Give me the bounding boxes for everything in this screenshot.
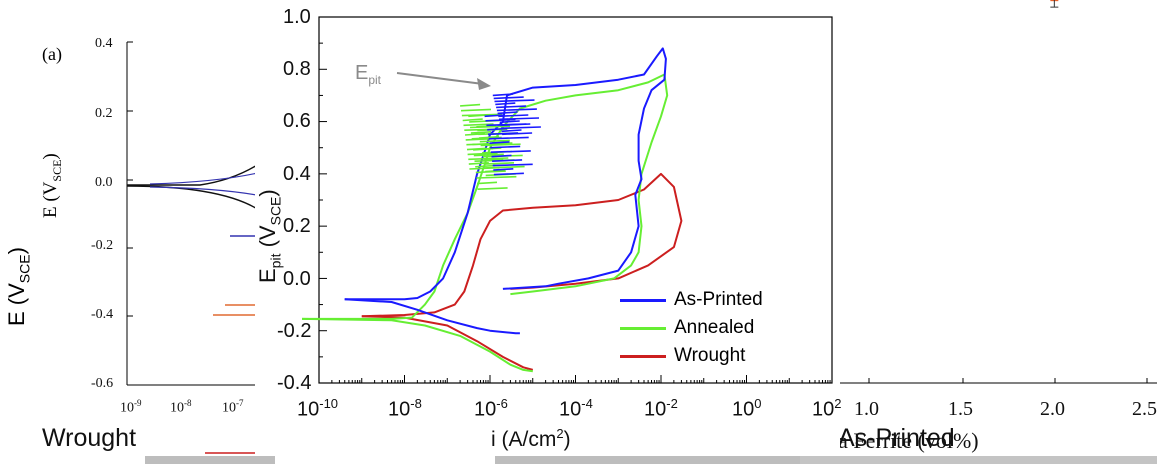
series-line-annealed-cathodic bbox=[301, 317, 533, 373]
series-line-annealed bbox=[302, 73, 669, 320]
legend-swatch bbox=[620, 326, 666, 330]
micrograph-strip bbox=[495, 456, 800, 464]
micrograph-strip bbox=[800, 456, 1157, 464]
xtick-label: 10-8 bbox=[388, 396, 422, 421]
error-bar bbox=[1050, 0, 1059, 8]
legend-label: As-Printed bbox=[674, 289, 763, 310]
epit-annotation: Epit bbox=[355, 62, 382, 87]
metastable-spikes bbox=[492, 93, 541, 136]
ytick-label: 1.0 bbox=[283, 6, 311, 28]
left-ytick: -0.2 bbox=[91, 238, 114, 253]
legend-item: As-Printed bbox=[620, 286, 763, 314]
legend-label: Wrought bbox=[674, 345, 746, 366]
left-curve-blue bbox=[149, 186, 263, 197]
left-ytick: 0.0 bbox=[95, 175, 113, 190]
right-xtick: 1.0 bbox=[854, 398, 879, 420]
legend: As-Printed Annealed Wrought bbox=[620, 286, 763, 370]
main-chart-panel: Epit 1.0 0.8 0.6 0.4 0.2 0.0 -0.2 -0.4 1… bbox=[255, 0, 842, 456]
legend-item: Annealed bbox=[620, 314, 763, 342]
xtick-label: 10-6 bbox=[474, 396, 508, 421]
left-ytick: -0.4 bbox=[91, 307, 114, 322]
left-curve-blue bbox=[149, 171, 263, 185]
right-partial-plot: LPHP bbox=[800, 0, 1157, 384]
ytick-label: 0.4 bbox=[283, 163, 311, 185]
left-ytick: 0.2 bbox=[95, 106, 113, 121]
background-left-panel: (a) E (VSCE) E (VSCE) 0.4 0.2 0.0 -0.2 -… bbox=[0, 0, 275, 464]
left-partial-plot bbox=[126, 41, 275, 454]
left-ytick: 0.4 bbox=[95, 36, 113, 51]
epit-arrow-line bbox=[396, 72, 484, 85]
legend-item: Wrought bbox=[620, 342, 763, 370]
bottom-label-wrought: Wrought bbox=[42, 424, 137, 452]
background-right-panel: LPHP 1.0 1.5 2.0 2.5 ta Ferrite (vol%) A… bbox=[800, 0, 1157, 464]
left-xtick: 10-8 bbox=[170, 398, 192, 416]
y-axis-label: Epit (VSCE) bbox=[255, 189, 284, 283]
bottom-label-as-printed: As-Printed bbox=[838, 424, 955, 452]
right-xtick: 1.5 bbox=[948, 398, 973, 420]
left-curve-dark bbox=[126, 185, 263, 213]
ytick-label: 0.2 bbox=[283, 215, 311, 237]
polarization-chart bbox=[301, 16, 833, 384]
right-xtick: 2.5 bbox=[1132, 398, 1157, 420]
panel-label: (a) bbox=[42, 44, 62, 64]
x-axis-label: i (A/cm2) bbox=[491, 426, 571, 451]
series-layer bbox=[301, 47, 683, 373]
right-xlabel: ta Ferrite (vol%) bbox=[832, 428, 979, 453]
axis-ticks bbox=[318, 16, 833, 384]
xtick-label: 100 bbox=[732, 396, 762, 421]
xtick-label: 102 bbox=[812, 396, 842, 421]
legend-label: Annealed bbox=[674, 317, 755, 338]
series-line-as-printed bbox=[344, 47, 667, 301]
ytick-label: -0.2 bbox=[277, 320, 312, 342]
right-points: LPHP bbox=[1050, 0, 1059, 8]
series-line-wrought bbox=[361, 172, 683, 318]
legend-swatch bbox=[620, 298, 666, 302]
xtick-label: 10-2 bbox=[644, 396, 678, 421]
ytick-label: 0.6 bbox=[283, 110, 311, 132]
ytick-label: -0.4 bbox=[277, 372, 312, 394]
left-xtick: 10-9 bbox=[120, 398, 142, 416]
annotation-layer bbox=[396, 72, 491, 90]
right-xtick: 2.0 bbox=[1040, 398, 1065, 420]
legend-swatch bbox=[620, 354, 666, 358]
ytick-label: 0.0 bbox=[283, 268, 311, 290]
left-ytick: -0.6 bbox=[91, 376, 114, 391]
series-line-as-printed-cathodic bbox=[344, 298, 520, 335]
xtick-label: 10-10 bbox=[297, 396, 339, 421]
ytick-label: 0.8 bbox=[283, 58, 311, 80]
epit-arrow-head bbox=[477, 78, 491, 90]
micrograph-strip bbox=[145, 456, 275, 464]
xtick-label: 10-4 bbox=[559, 396, 593, 421]
left-xtick: 10-7 bbox=[222, 398, 244, 416]
